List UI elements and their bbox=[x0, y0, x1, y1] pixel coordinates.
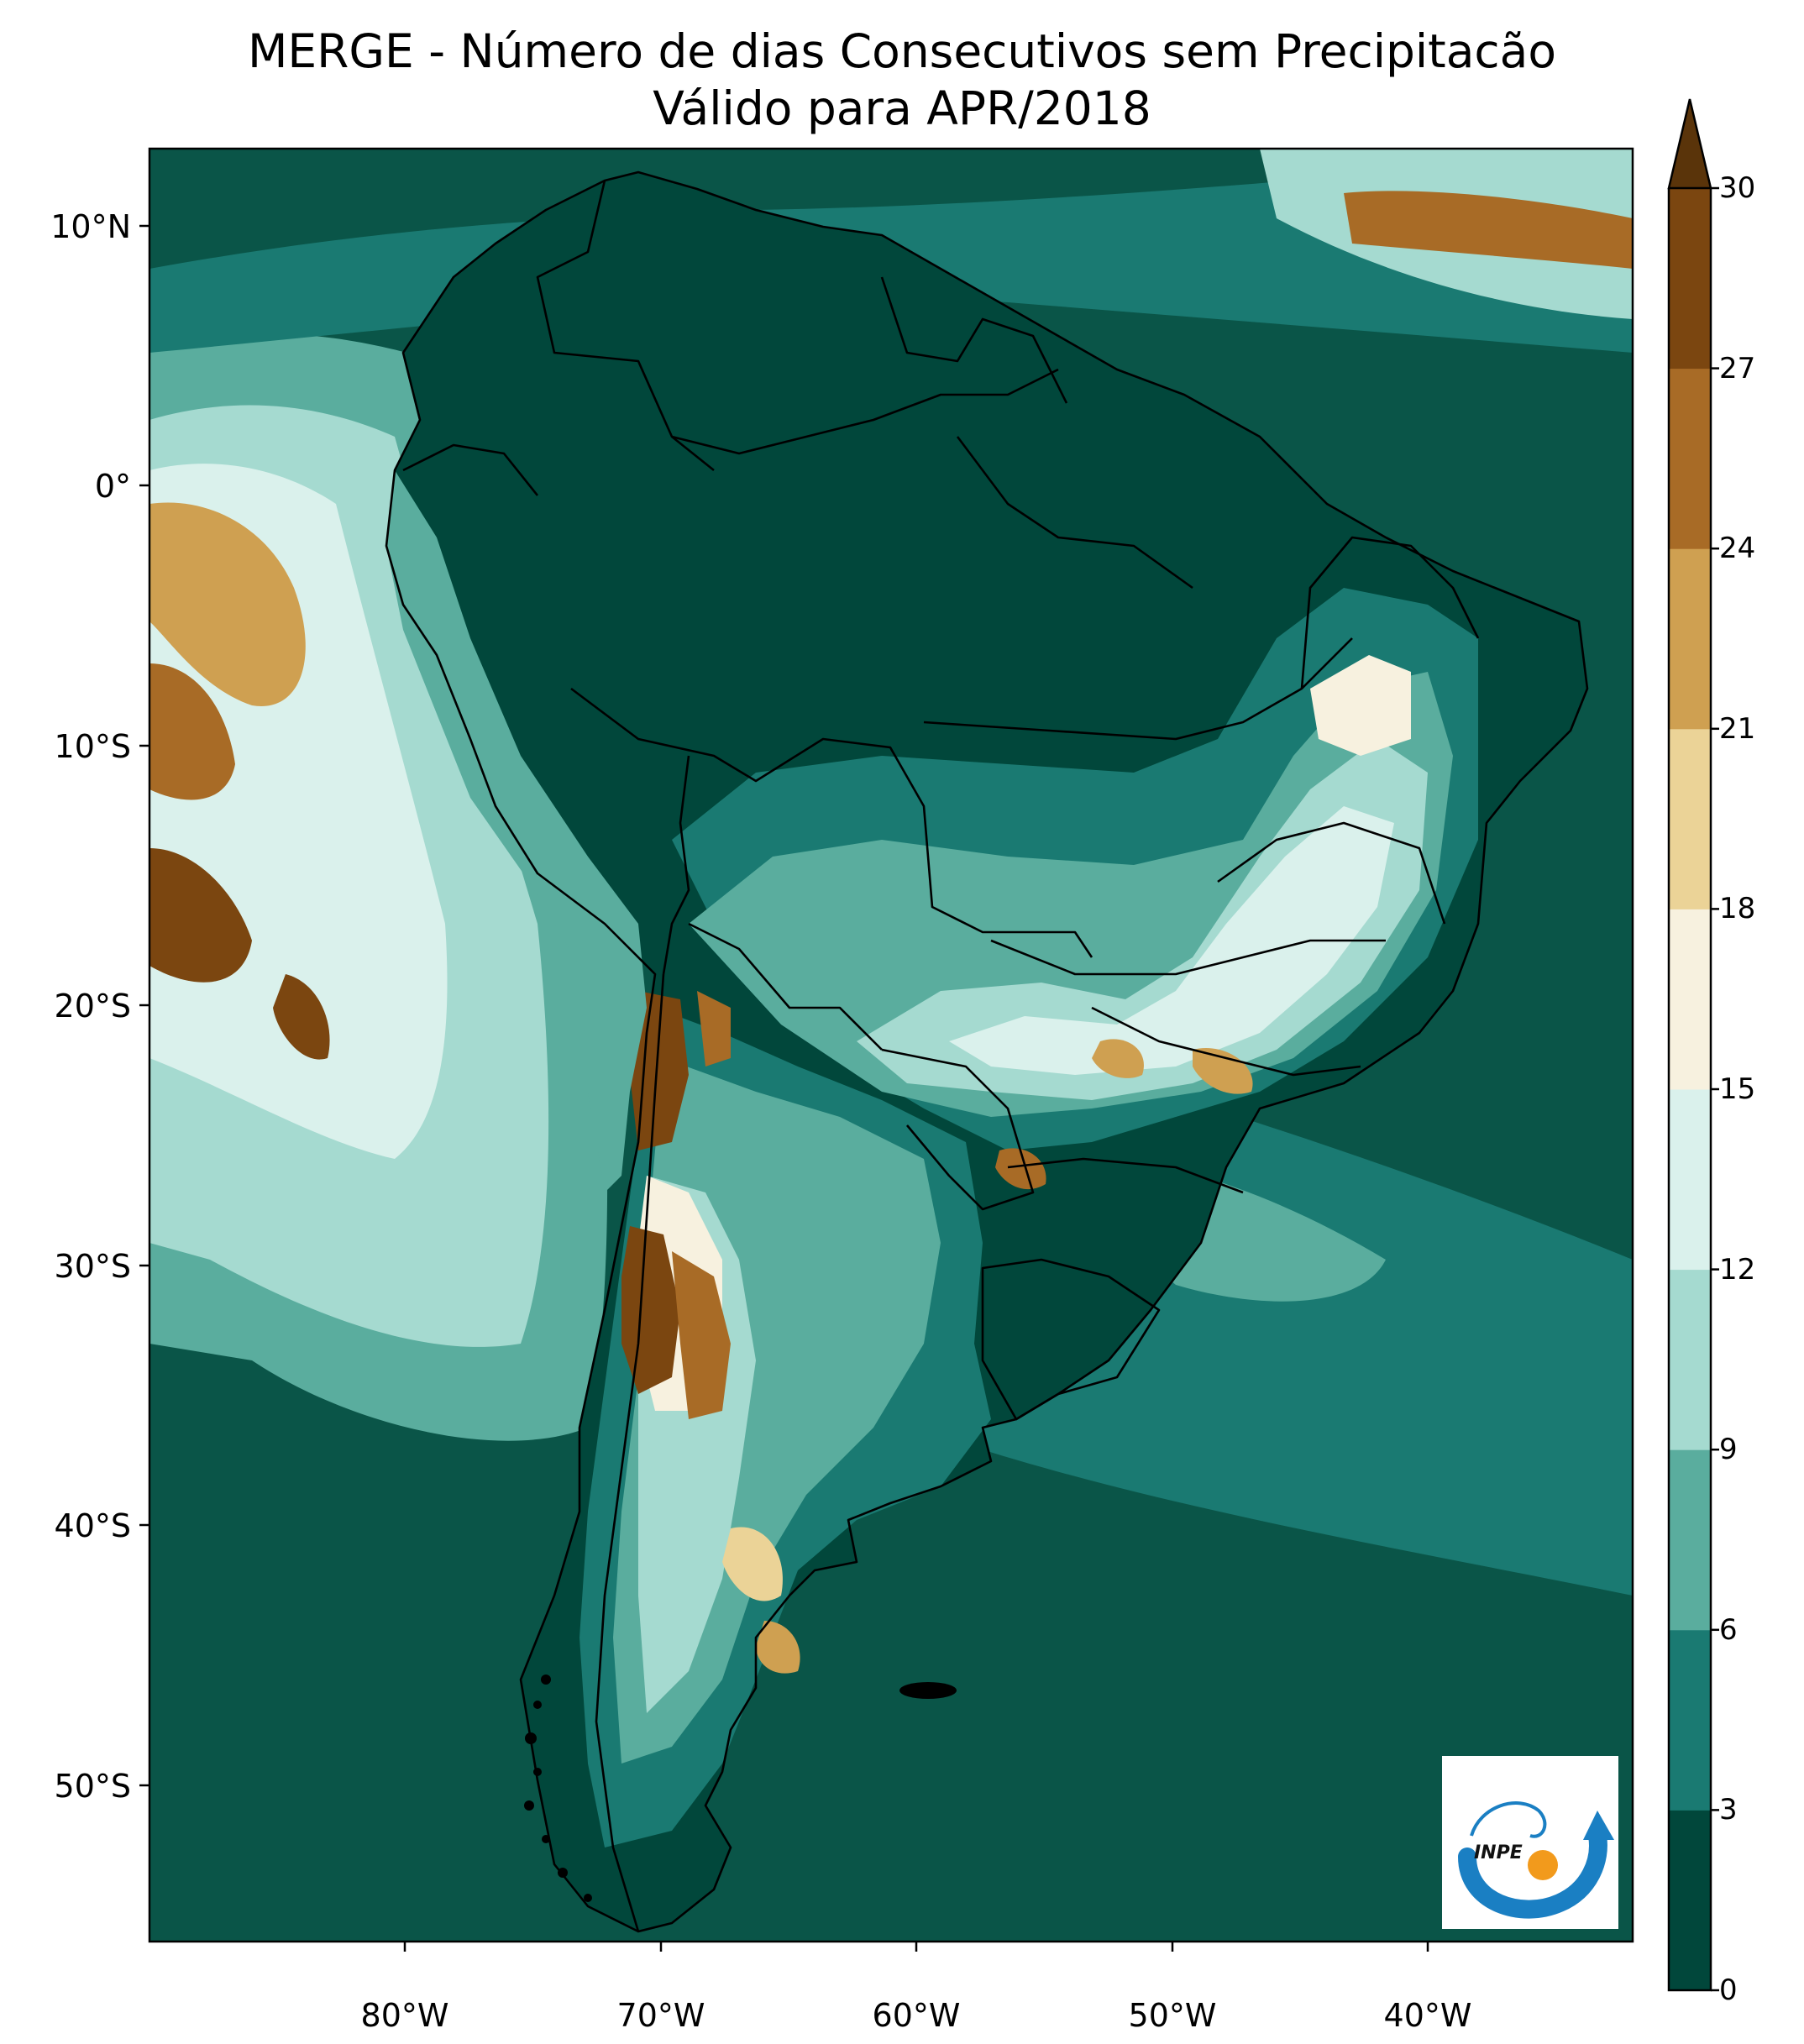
border-peru-bolivia bbox=[662, 755, 690, 975]
border-ecuador bbox=[402, 443, 539, 496]
border-brazil-states-center bbox=[923, 637, 1353, 741]
colorbar-segment bbox=[1669, 728, 1711, 909]
longitude-label-40w: 40°W bbox=[1383, 1997, 1472, 2034]
border-brazil-west bbox=[570, 687, 1093, 958]
colorbar-tick-label: 12 bbox=[1719, 1252, 1756, 1287]
latitude-label-40s: 40°S bbox=[54, 1507, 131, 1544]
latitude-label-30s: 30°S bbox=[54, 1248, 131, 1285]
border-brazil-states-rs bbox=[1007, 1157, 1244, 1194]
falklands bbox=[899, 1682, 957, 1699]
map-area bbox=[149, 149, 1633, 1942]
border-guianas bbox=[880, 276, 1068, 404]
chilean-islands bbox=[524, 1675, 957, 1902]
longitude-label-60w: 60°W bbox=[872, 1997, 961, 2034]
border-bolivia-south bbox=[688, 922, 883, 1051]
colorbar-tick-label: 27 bbox=[1719, 351, 1756, 385]
map-title: MERGE - Número de dias Consecutivos sem … bbox=[247, 24, 1557, 78]
island bbox=[542, 1835, 550, 1843]
colorbar-extend-arrow bbox=[1667, 98, 1712, 190]
map-subtitle: Válido para APR/2018 bbox=[653, 81, 1151, 135]
island bbox=[584, 1894, 592, 1902]
latitude-label-10n: 10°N bbox=[50, 208, 131, 245]
southeast-brown-patch-2 bbox=[1193, 1048, 1253, 1094]
colorbar-segment bbox=[1669, 1810, 1711, 1991]
border-paraguay bbox=[881, 1048, 1035, 1211]
colorbar-segment bbox=[1669, 548, 1711, 730]
colorbar-tick-label: 6 bbox=[1719, 1612, 1738, 1647]
latitude-label-20s: 20°S bbox=[54, 988, 131, 1025]
colorbar-segment bbox=[1669, 1269, 1711, 1450]
longitude-label-80w: 80°W bbox=[360, 1997, 449, 2034]
colorbar-segment bbox=[1669, 368, 1711, 549]
southeast-brazil-12-15 bbox=[949, 806, 1394, 1075]
north-atlantic-brown-patch bbox=[1344, 191, 1633, 269]
patagonia-patch-2 bbox=[756, 1621, 800, 1674]
map-frame bbox=[148, 147, 1634, 1943]
country-borders bbox=[385, 170, 1589, 1933]
longitude-label-70w: 70°W bbox=[616, 1997, 705, 2034]
border-brazil-states-north bbox=[956, 436, 1193, 590]
longitude-label-50w: 50°W bbox=[1128, 1997, 1217, 2034]
andes-brown-east bbox=[672, 1251, 731, 1419]
pacific-brown-patch-3 bbox=[149, 848, 252, 983]
pacific-brown-patch bbox=[149, 502, 306, 706]
colorbar-segment bbox=[1669, 1449, 1711, 1631]
island bbox=[524, 1800, 534, 1811]
colorbar-segment bbox=[1669, 188, 1711, 369]
island bbox=[533, 1768, 542, 1776]
latitude-label-10s: 10°S bbox=[54, 728, 131, 765]
southeast-brown-patch bbox=[1092, 1039, 1144, 1078]
colorbar-tick-label: 18 bbox=[1719, 892, 1756, 926]
pacific-brown-patch-4 bbox=[273, 974, 330, 1060]
colorbar-tick-label: 0 bbox=[1719, 1973, 1738, 2007]
patagonia-patch bbox=[722, 1527, 783, 1601]
colorbar-segment bbox=[1669, 1629, 1711, 1811]
colorbar-tick-label: 9 bbox=[1719, 1433, 1738, 1467]
border-brazil-mg bbox=[1217, 821, 1446, 925]
island bbox=[558, 1868, 568, 1878]
colorbar-tick-label: 15 bbox=[1719, 1072, 1756, 1106]
border-brazil-ne bbox=[1300, 536, 1480, 689]
colorbar-segment bbox=[1669, 1089, 1711, 1271]
coastal-dry-strip bbox=[386, 470, 647, 1192]
andes-brown-north-2 bbox=[697, 991, 731, 1067]
island bbox=[525, 1732, 537, 1744]
border-argentina-chile bbox=[595, 973, 665, 1932]
longitude-ticks bbox=[403, 1942, 1429, 1952]
latitude-label-0: 0° bbox=[94, 468, 131, 505]
colorbar-segment bbox=[1669, 909, 1711, 1090]
inpe-logo: INPE bbox=[1442, 1756, 1618, 1929]
island bbox=[533, 1701, 542, 1709]
colorbar-tick-label: 3 bbox=[1719, 1793, 1738, 1827]
colorbar-tick-label: 24 bbox=[1719, 532, 1756, 566]
colorbar-tick-label: 21 bbox=[1719, 711, 1756, 746]
inpe-logo-graphic: INPE bbox=[1458, 1801, 1614, 1919]
colorbar-tick-label: 30 bbox=[1719, 171, 1756, 205]
pacific-brown-patch-2 bbox=[149, 663, 235, 800]
northeast-dry-patch bbox=[1310, 655, 1411, 756]
border-brazil-states-se bbox=[1091, 1006, 1361, 1077]
inpe-logo-text: INPE bbox=[1474, 1842, 1523, 1863]
border-uruguay bbox=[981, 1258, 1161, 1421]
paraguay-brown-patch bbox=[995, 1148, 1046, 1190]
island bbox=[541, 1675, 551, 1685]
border-brazil-north bbox=[671, 368, 1059, 455]
latitude-ticks bbox=[139, 224, 149, 1787]
continent-outline bbox=[385, 170, 1589, 1933]
border-brazil-states-south bbox=[990, 939, 1386, 976]
colorbar bbox=[1667, 98, 1719, 1992]
andes-brown-north bbox=[630, 991, 689, 1150]
latitude-label-50s: 50°S bbox=[54, 1768, 131, 1805]
